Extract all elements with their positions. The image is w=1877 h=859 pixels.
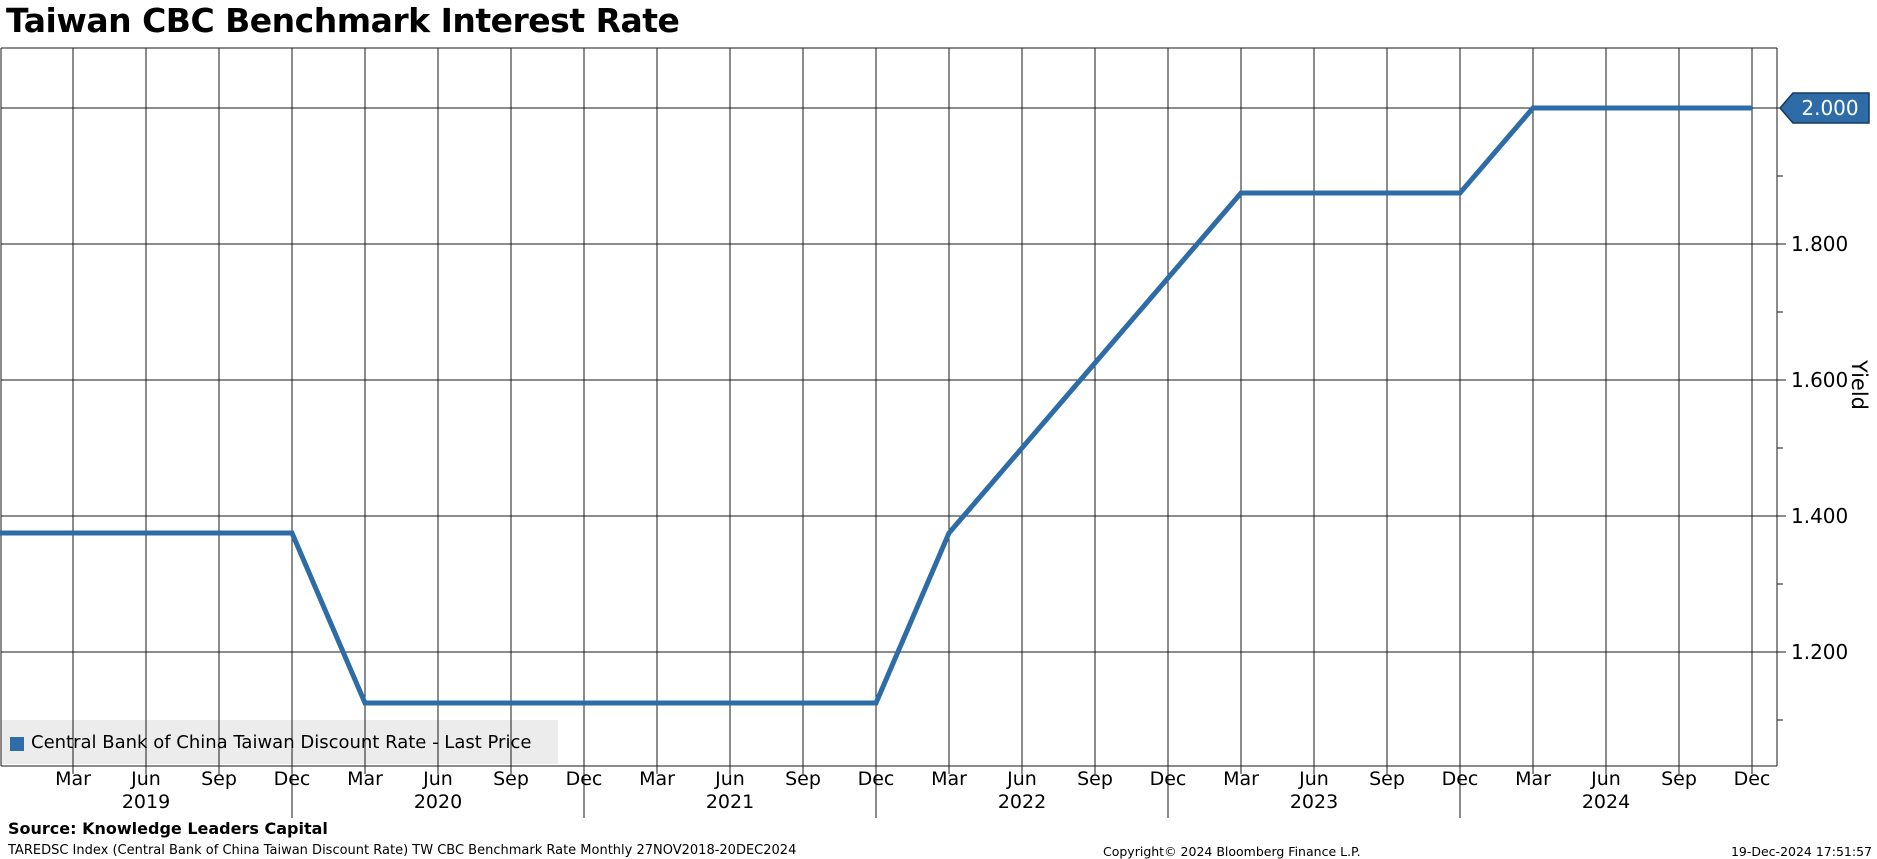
x-tick-label: Sep: [785, 768, 821, 790]
x-tick-label: Jun: [131, 768, 161, 790]
x-tick-label: Dec: [1149, 768, 1187, 790]
last-price-marker: [1779, 92, 1870, 124]
x-tick-label: Dec: [273, 768, 311, 790]
footer-ticker-description: TAREDSC Index (Central Bank of China Tai…: [8, 843, 797, 858]
x-tick-label: Sep: [201, 768, 237, 790]
x-year-label: 2022: [997, 791, 1047, 813]
legend-swatch-icon: [10, 737, 24, 751]
x-tick-label: Mar: [1223, 768, 1259, 790]
x-year-label: 2024: [1581, 791, 1631, 813]
y-axis-title: Yield: [1847, 360, 1871, 410]
legend-background: [1, 720, 558, 764]
x-tick-label: Sep: [1369, 768, 1405, 790]
x-tick-label: Jun: [1591, 768, 1621, 790]
x-year-label: 2021: [705, 791, 755, 813]
x-tick-label: Dec: [857, 768, 895, 790]
x-tick-label: Mar: [347, 768, 383, 790]
x-tick-label: Jun: [423, 768, 453, 790]
legend-series-label: Central Bank of China Taiwan Discount Ra…: [31, 732, 532, 753]
footer-timestamp: 19-Dec-2024 17:51:57: [1730, 844, 1872, 859]
x-tick-label: Jun: [1007, 768, 1037, 790]
x-tick-label: Mar: [639, 768, 675, 790]
footer-source: Source: Knowledge Leaders Capital: [8, 819, 328, 838]
x-tick-label: Dec: [565, 768, 603, 790]
last-price-badge: 2.000: [1801, 96, 1859, 120]
y-tick-label: 1.200: [1791, 640, 1849, 664]
y-tick-label: 1.600: [1791, 368, 1849, 392]
x-tick-label: Sep: [1661, 768, 1697, 790]
rate-line-series: [0, 105, 1752, 706]
y-tick-label: 1.400: [1791, 504, 1849, 528]
x-year-label: 2019: [121, 791, 171, 813]
page-title: Taiwan CBC Benchmark Interest Rate: [6, 1, 680, 40]
x-tick-label: Jun: [715, 768, 745, 790]
y-tick-label: 1.800: [1791, 232, 1849, 256]
x-tick-label: Mar: [931, 768, 967, 790]
x-year-label: 2023: [1289, 791, 1339, 813]
x-tick-label: Sep: [493, 768, 529, 790]
x-tick-label: Mar: [1515, 768, 1551, 790]
x-year-label: 2020: [413, 791, 463, 813]
footer-copyright: Copyright© 2024 Bloomberg Finance L.P.: [1103, 844, 1361, 859]
x-tick-label: Dec: [1441, 768, 1479, 790]
x-tick-label: Dec: [1733, 768, 1771, 790]
x-tick-label: Sep: [1077, 768, 1113, 790]
x-tick-label: Jun: [1299, 768, 1329, 790]
x-tick-label: Mar: [55, 768, 91, 790]
